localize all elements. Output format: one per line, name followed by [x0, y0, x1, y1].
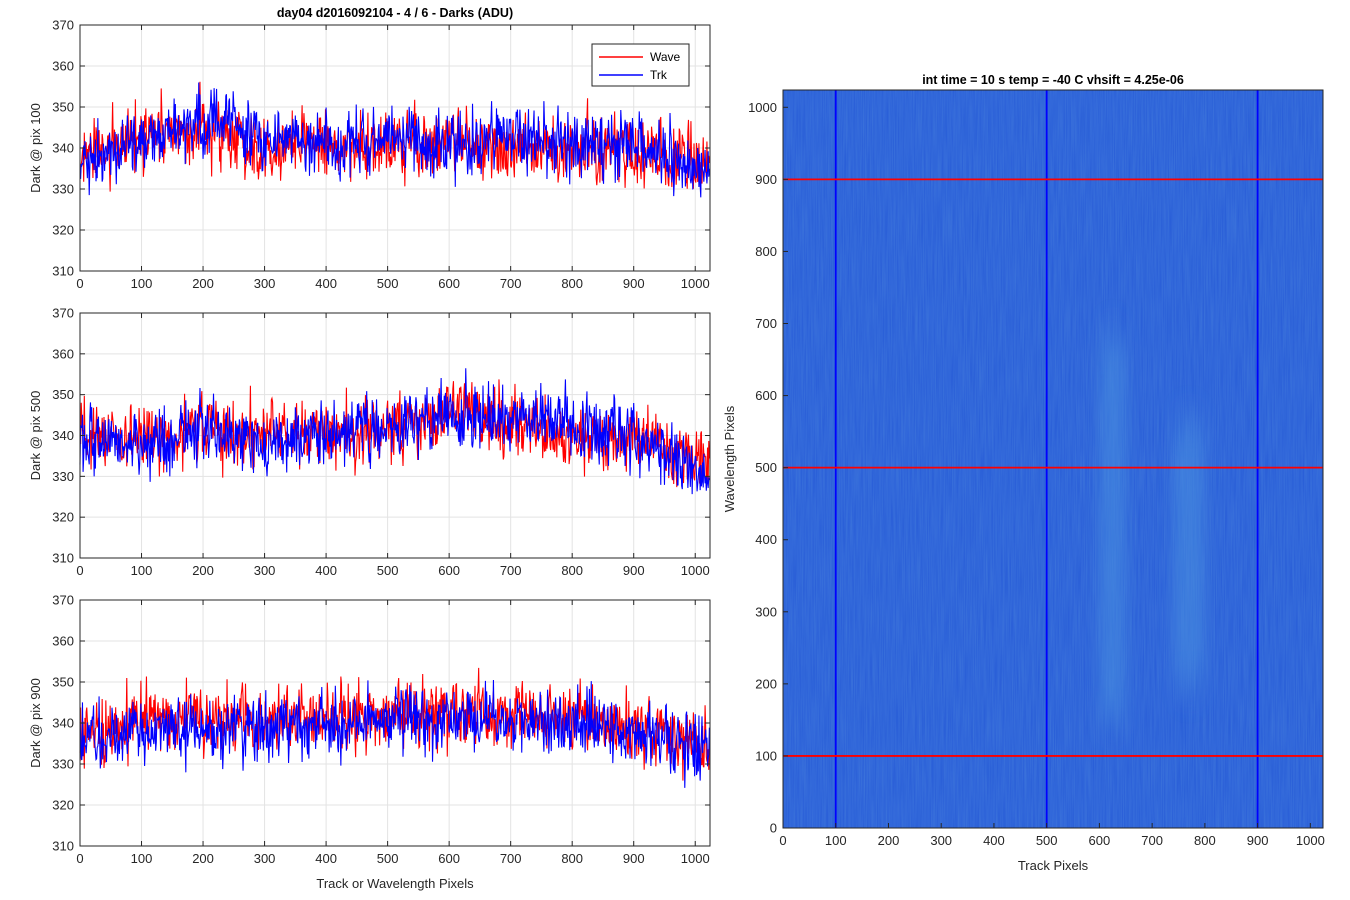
heatmap-faint-band-1 [1099, 337, 1126, 720]
pix100-xtick-label: 500 [377, 276, 399, 291]
pix100-xtick-label: 0 [76, 276, 83, 291]
pix100-ytick-label: 340 [52, 141, 74, 156]
pix100-xtick-label: 400 [315, 276, 337, 291]
line-plot-pix-500: 310 320 330 340 350 360 370 0 100 200 300 400 500 600… [28, 306, 711, 578]
legend-box [591, 43, 690, 87]
pix500-xtick-label: 800 [561, 563, 583, 578]
pix100-series-trk [79, 82, 710, 198]
figure-title: day04 d2016092104 - 4 / 6 - Darks (ADU) [277, 6, 513, 20]
heatmap-ytick-label: 900 [755, 172, 777, 187]
pix500-xtick-label: 500 [377, 563, 399, 578]
pix100-ytick-label: 360 [52, 59, 74, 74]
heatmap-dark-frame: 0 100 200 300 400 500 600 700 800 900 1000 0 100 200 3… [722, 73, 1325, 873]
pix900-ytick-label: 320 [52, 798, 74, 813]
pix100-ytick-label: 310 [52, 264, 74, 279]
pix100-xtick-label: 1000 [681, 276, 710, 291]
pix500-xtick-label: 100 [131, 563, 153, 578]
pix500-xtick-label: 700 [500, 563, 522, 578]
pix500-ytick-label: 340 [52, 428, 74, 443]
pix500-ylabel: Dark @ pix 500 [28, 391, 43, 481]
heatmap-ytick-label: 500 [755, 460, 777, 475]
pix900-xlabel: Track or Wavelength Pixels [316, 876, 474, 891]
pix100-xtick-label: 100 [131, 276, 153, 291]
pix100-xtick-label: 700 [500, 276, 522, 291]
heatmap-ytick-label: 400 [755, 532, 777, 547]
pix900-xtick-label: 1000 [681, 851, 710, 866]
pix900-xtick-label: 900 [623, 851, 645, 866]
pix500-xtick-label: 900 [623, 563, 645, 578]
pix100-xtick-label: 300 [254, 276, 276, 291]
line-plot-pix-900: 310 320 330 340 350 360 370 0 100 200 300 400 500 600… [28, 593, 711, 891]
pix100-xtick-label: 800 [561, 276, 583, 291]
pix500-xtick-label: 200 [192, 563, 214, 578]
pix900-series-trk [79, 680, 710, 788]
legend-wave-label: Wave [650, 50, 681, 64]
pix500-xtick-label: 300 [254, 563, 276, 578]
pix100-ytick-label: 320 [52, 223, 74, 238]
legend: Wave Trk [591, 43, 690, 87]
heatmap-xtick-label: 900 [1247, 833, 1269, 848]
pix500-ytick-label: 310 [52, 551, 74, 566]
pix900-xtick-label: 0 [76, 851, 83, 866]
heatmap-noise [783, 90, 1323, 828]
pix900-xtick-label: 500 [377, 851, 399, 866]
heatmap-xtick-label: 400 [983, 833, 1005, 848]
pix100-xtick-label: 200 [192, 276, 214, 291]
legend-trk-label: Trk [650, 68, 668, 82]
heatmap-xtick-label: 800 [1194, 833, 1216, 848]
pix500-ytick-label: 360 [52, 346, 74, 361]
pix100-xtick-label: 600 [438, 276, 460, 291]
heatmap-xlabel: Track Pixels [1018, 858, 1089, 873]
heatmap-ytick-label: 0 [770, 821, 777, 836]
pix100-xtick-label: 900 [623, 276, 645, 291]
heatmap-xtick-label: 500 [1036, 833, 1058, 848]
heatmap-xtick-label: 600 [1089, 833, 1111, 848]
pix500-xtick-label: 0 [76, 563, 83, 578]
pix500-xtick-label: 600 [438, 563, 460, 578]
pix100-ytick-label: 330 [52, 182, 74, 197]
pix900-ytick-label: 340 [52, 716, 74, 731]
pix500-ytick-label: 370 [52, 306, 74, 321]
pix500-ytick-label: 350 [52, 387, 74, 402]
heatmap-ytick-label: 600 [755, 388, 777, 403]
pix900-ytick-label: 330 [52, 757, 74, 772]
heatmap-ylabel: Wavelength Pixels [722, 405, 737, 512]
pix500-xtick-label: 400 [315, 563, 337, 578]
heatmap-axes-box [782, 89, 1324, 829]
pix900-ytick-label: 310 [52, 839, 74, 854]
pix100-ylabel: Dark @ pix 100 [28, 103, 43, 193]
pix900-xtick-label: 100 [131, 851, 153, 866]
pix900-xtick-label: 200 [192, 851, 214, 866]
pix900-xtick-label: 800 [561, 851, 583, 866]
heatmap-title: int time = 10 s temp = -40 C vhsift = 4.… [922, 73, 1184, 87]
pix900-xtick-label: 700 [500, 851, 522, 866]
heatmap-ytick-label: 1000 [748, 100, 777, 115]
heatmap-ytick-label: 300 [755, 604, 777, 619]
pix900-xtick-label: 400 [315, 851, 337, 866]
heatmap-ytick-label: 700 [755, 316, 777, 331]
pix500-series-trk [79, 368, 710, 495]
pix100-ytick-label: 350 [52, 100, 74, 115]
pix100-ytick-label: 370 [52, 18, 74, 33]
heatmap-xtick-label: 1000 [1296, 833, 1325, 848]
pix900-ytick-label: 370 [52, 593, 74, 608]
heatmap-xtick-label: 300 [930, 833, 952, 848]
pix500-ytick-label: 320 [52, 510, 74, 525]
pix500-xtick-label: 1000 [681, 563, 710, 578]
heatmap-ytick-label: 200 [755, 676, 777, 691]
pix900-ytick-label: 360 [52, 634, 74, 649]
pix900-xtick-label: 300 [254, 851, 276, 866]
pix500-ytick-label: 330 [52, 469, 74, 484]
heatmap-ytick-label: 100 [755, 748, 777, 763]
pix900-ylabel: Dark @ pix 900 [28, 678, 43, 768]
heatmap-xtick-label: 0 [779, 833, 786, 848]
heatmap-faint-band-2 [1173, 424, 1205, 684]
pix900-ytick-label: 350 [52, 675, 74, 690]
heatmap-xtick-label: 700 [1141, 833, 1163, 848]
heatmap-ytick-label: 800 [755, 244, 777, 259]
pix900-xtick-label: 600 [438, 851, 460, 866]
heatmap-xtick-label: 200 [878, 833, 900, 848]
heatmap-xtick-label: 100 [825, 833, 847, 848]
